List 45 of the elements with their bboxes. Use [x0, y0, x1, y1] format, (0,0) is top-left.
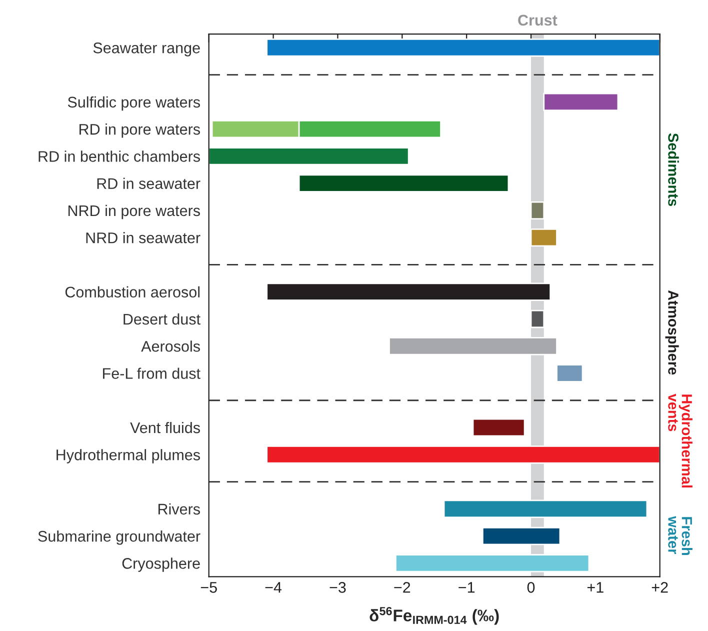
bar [298, 174, 510, 192]
bar [472, 418, 526, 437]
y-tick-label: Cryosphere [122, 558, 200, 572]
y-tick-label: NRD in seawater [86, 232, 200, 244]
bar [530, 201, 545, 220]
bar [482, 526, 561, 546]
y-tick-label: Desert dust [124, 313, 200, 325]
bar [266, 38, 660, 57]
bar [543, 92, 619, 112]
x-tick-label: +1 [587, 582, 604, 593]
y-tick-label: RD in seawater [97, 178, 200, 189]
bar [530, 310, 545, 328]
bar [530, 228, 558, 247]
x-tick-label: −2 [394, 582, 410, 593]
x-tick-label: −4 [265, 582, 282, 593]
text: Fresh water [668, 516, 692, 555]
bar [208, 147, 410, 166]
x-tick-label: −1 [458, 582, 475, 593]
y-tick-label: Vent fluids [130, 422, 200, 434]
bar [266, 282, 552, 301]
bar [388, 336, 558, 356]
x-tick-label: −5 [200, 582, 217, 593]
y-tick-label: RD in benthic chambers [38, 150, 200, 162]
bar [266, 446, 660, 464]
y-tick-label: Fe-L from dust [103, 368, 200, 379]
y-tick-label: Aerosols [141, 340, 200, 352]
y-tick-label: Hydrothermal plumes [56, 449, 200, 464]
x-tick-label: −3 [330, 582, 346, 593]
band-label: Crust [518, 14, 558, 26]
bar [556, 364, 584, 382]
text: Atmosphere [665, 290, 679, 375]
y-tick-label: NRD in pore waters [68, 204, 200, 220]
x-axis-title: δ$^{56}$Fe$_{IRMM‐014}$ (‰) [370, 606, 499, 625]
y-tick-label: Rivers [158, 503, 200, 515]
bar [395, 554, 590, 572]
x-tick-label: +2 [652, 582, 668, 593]
y-tick-label: RD in pore waters [80, 124, 200, 138]
text: Sediments [668, 133, 679, 206]
text: Hydrothermal vents [668, 394, 692, 488]
y-tick-label: Seawater range [93, 42, 200, 56]
y-tick-label: Submarine groundwater [38, 530, 200, 545]
y-tick-label: Combustion aerosol [65, 286, 200, 298]
x-tick-label: 0 [527, 582, 535, 593]
bar [443, 500, 648, 518]
y-tick-label: Sulfidic pore waters [68, 96, 200, 111]
